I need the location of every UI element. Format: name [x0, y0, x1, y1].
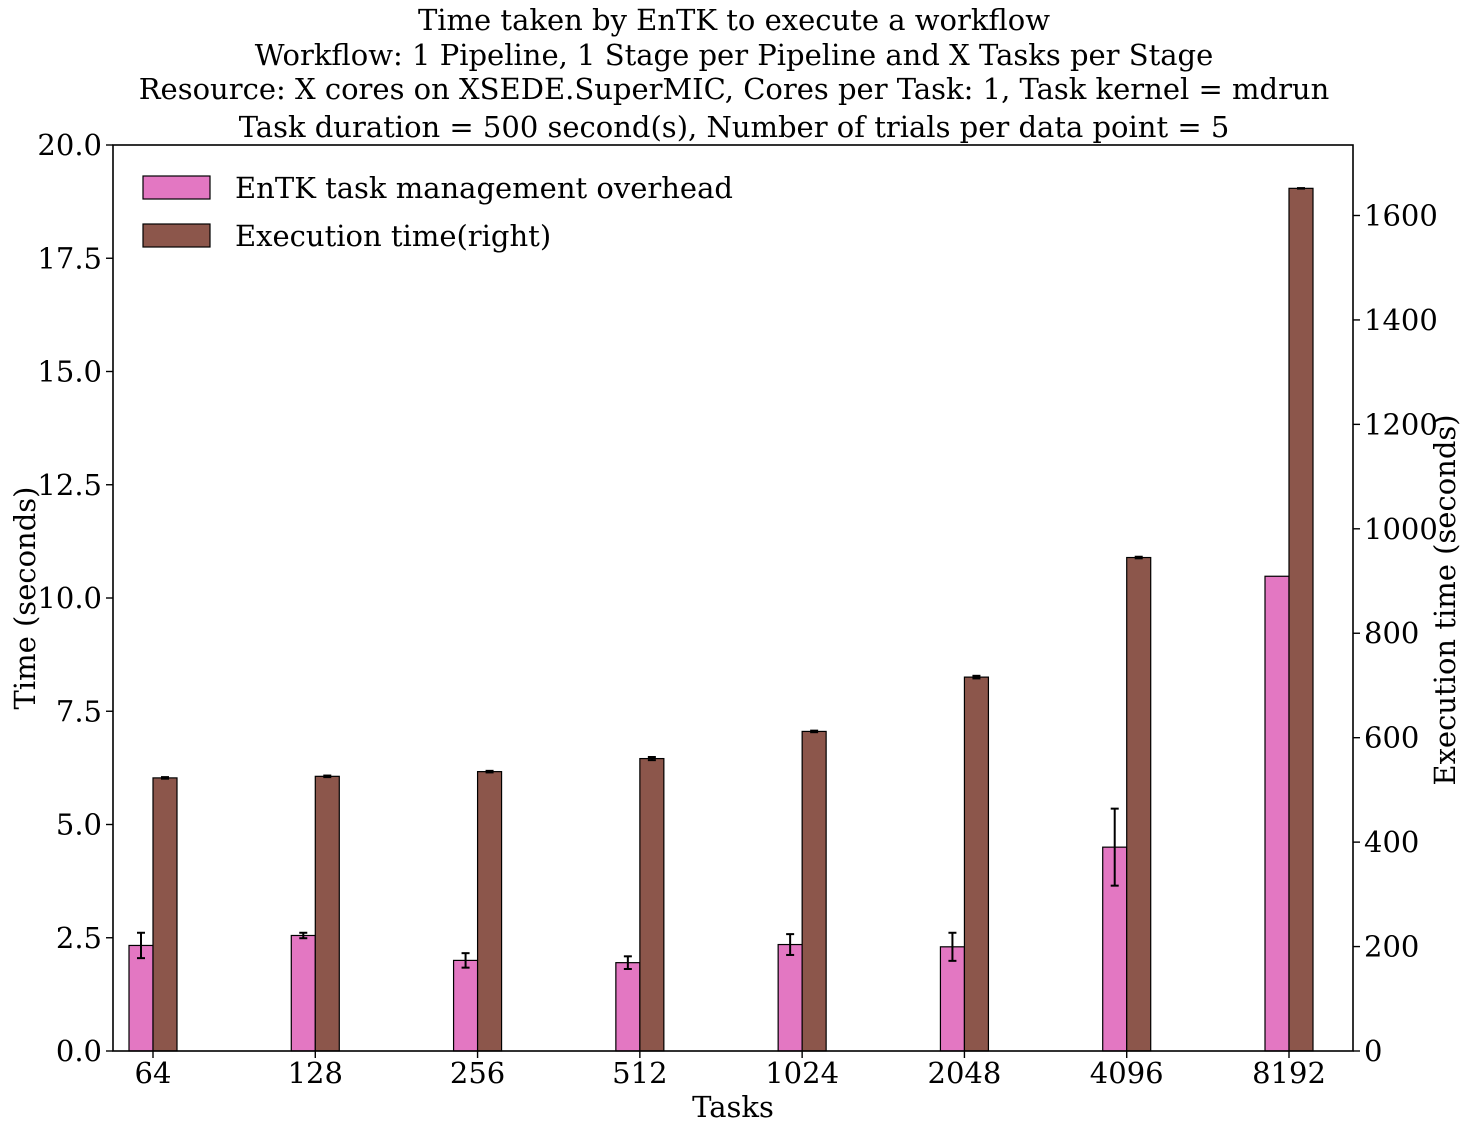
overhead-error-bar-256 — [461, 952, 470, 969]
x-tick-label: 8192 — [1252, 1056, 1326, 1090]
execution-bar-64 — [152, 777, 178, 1052]
x-tick-label: 1024 — [765, 1056, 839, 1090]
legend-swatch-execution — [142, 223, 211, 248]
overhead-bar-128 — [290, 934, 316, 1052]
execution-bar-256 — [476, 771, 503, 1052]
overhead-error-bar-64 — [137, 931, 145, 960]
y-tick-label-left: 15.0 — [37, 355, 102, 389]
execution-bar-512 — [639, 757, 665, 1052]
y-tick-label-left: 5.0 — [56, 808, 102, 842]
execution-bar-128 — [314, 775, 340, 1052]
legend-label-overhead: EnTK task management overhead — [235, 171, 733, 205]
x-tick-label: 256 — [450, 1056, 505, 1090]
y-axis-label-right: Execution time (seconds) — [1428, 414, 1462, 785]
overhead-bar-8192 — [1264, 575, 1290, 1052]
y-tick-label-right: 1600 — [1364, 198, 1438, 232]
y-tick-label-right: 1000 — [1364, 512, 1438, 546]
y-tick-label-right: 200 — [1364, 930, 1419, 964]
legend-label-execution: Execution time(right) — [235, 219, 551, 253]
y-tick-label-left: 2.5 — [56, 921, 102, 955]
execution-bar-1024 — [801, 730, 827, 1052]
execution-error-bar-2048 — [972, 674, 981, 680]
x-tick-label: 2048 — [928, 1056, 1002, 1090]
overhead-bar-256 — [452, 959, 479, 1052]
execution-bar-4096 — [1126, 556, 1152, 1052]
title-line-4: Task duration = 500 second(s), Number of… — [239, 110, 1230, 144]
execution-error-bar-4096 — [1134, 555, 1143, 560]
overhead-bar-2048 — [939, 946, 966, 1052]
axes-layer: 0.0 2.5 5.0 7.5 10.0 12.5 15.0 17.5 20.0 0 200 400 6… — [37, 128, 1437, 1090]
overhead-error-bar-512 — [623, 955, 632, 971]
chart-title: Time taken by EnTK to execute a workflow… — [139, 3, 1330, 144]
overhead-error-bar-1024 — [786, 933, 795, 956]
y-tick-label-right: 0 — [1364, 1034, 1382, 1068]
execution-error-bar-512 — [647, 756, 656, 762]
execution-error-bar-128 — [323, 774, 332, 779]
y-tick-label-left: 20.0 — [37, 128, 102, 162]
overhead-bar-512 — [615, 962, 641, 1052]
execution-bar-2048 — [963, 676, 990, 1052]
overhead-error-bar-2048 — [948, 931, 957, 962]
x-tick-label: 512 — [612, 1056, 667, 1090]
legend-swatch-overhead — [142, 175, 211, 200]
title-line-3: Resource: X cores on XSEDE.SuperMIC, Cor… — [139, 72, 1330, 106]
x-tick-label: 4096 — [1090, 1056, 1164, 1090]
y-tick-label-right: 600 — [1364, 721, 1419, 755]
y-tick-label-left: 10.0 — [37, 581, 102, 615]
y-tick-label-left: 12.5 — [37, 468, 102, 502]
y-axis-label-left: Time (seconds) — [8, 487, 42, 710]
y-tick-label-right: 1400 — [1364, 303, 1438, 337]
y-tick-label-right: 400 — [1364, 825, 1419, 859]
overhead-bar-64 — [128, 944, 154, 1052]
x-tick-label: 128 — [288, 1056, 343, 1090]
execution-error-bar-8192 — [1297, 187, 1305, 190]
title-line-1: Time taken by EnTK to execute a workflow — [418, 3, 1050, 37]
legend: EnTK task management overhead Execution … — [142, 171, 733, 253]
plot-frame — [112, 144, 1354, 1052]
y-tick-label-left: 0.0 — [56, 1034, 102, 1068]
overhead-error-bar-4096 — [1110, 807, 1119, 887]
y-tick-label-right: 800 — [1364, 616, 1419, 650]
bars-layer — [128, 187, 1314, 1052]
title-line-2: Workflow: 1 Pipeline, 1 Stage per Pipeli… — [255, 38, 1214, 72]
x-axis-label: Tasks — [692, 1090, 774, 1124]
y-tick-label-left: 17.5 — [37, 241, 102, 275]
overhead-bar-1024 — [777, 943, 803, 1052]
y-tick-label-right: 1200 — [1364, 407, 1438, 441]
execution-error-bar-256 — [485, 769, 494, 774]
execution-error-bar-1024 — [810, 729, 819, 734]
execution-error-bar-64 — [161, 776, 169, 780]
overhead-error-bar-128 — [299, 931, 308, 940]
execution-bar-8192 — [1288, 187, 1314, 1052]
y-tick-label-left: 7.5 — [56, 694, 102, 728]
x-tick-label: 64 — [135, 1056, 172, 1090]
